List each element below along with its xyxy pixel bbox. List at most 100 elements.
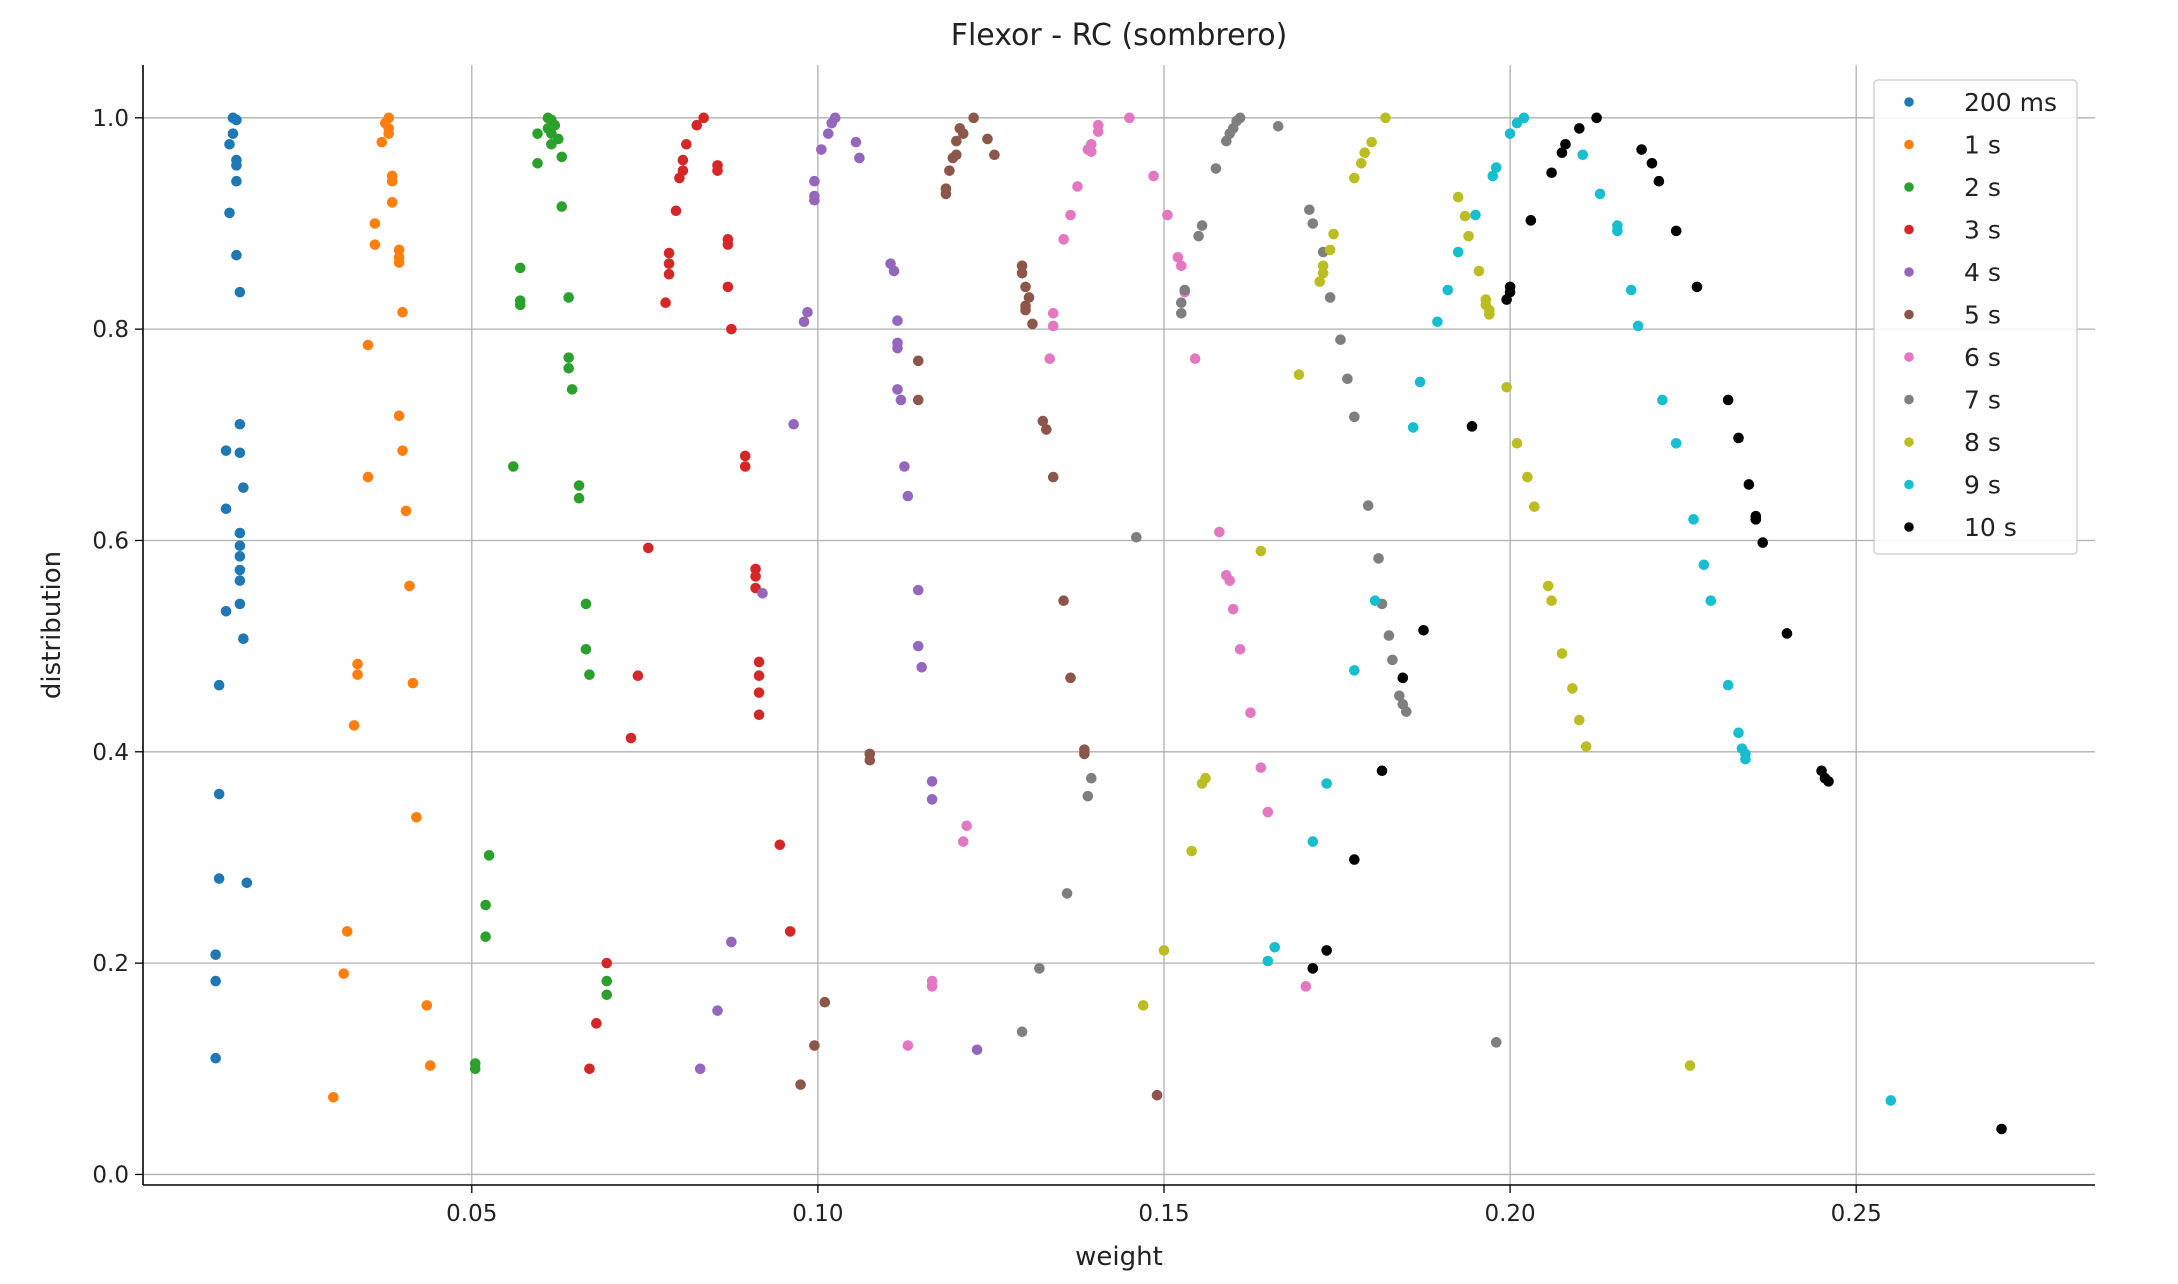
data-point [532, 128, 543, 139]
data-point [1414, 376, 1426, 388]
data-point [424, 1060, 436, 1071]
data-point [632, 670, 644, 682]
series-9 [1262, 112, 1897, 1106]
data-point [1383, 630, 1395, 641]
data-point [1300, 981, 1312, 992]
data-point [1653, 175, 1665, 187]
data-point [1567, 683, 1578, 694]
data-point [580, 644, 592, 655]
data-point [580, 598, 592, 610]
data-point [231, 160, 242, 171]
data-point [393, 410, 405, 422]
data-point [573, 480, 585, 491]
data-point [1705, 595, 1717, 606]
legend-marker [1904, 479, 1914, 490]
data-point [1625, 284, 1637, 296]
data-point [712, 165, 723, 176]
data-point [231, 175, 242, 187]
data-point [376, 136, 388, 148]
data-point [400, 505, 412, 517]
data-point [1245, 707, 1256, 718]
data-point [1591, 112, 1602, 124]
data-point [1058, 595, 1069, 606]
data-point [1175, 260, 1187, 272]
data-point [989, 149, 1000, 161]
legend-marker [1904, 437, 1914, 447]
data-point [1823, 776, 1834, 787]
data-point [231, 114, 242, 126]
data-point [369, 218, 381, 229]
data-point [234, 575, 246, 586]
data-point [947, 152, 959, 164]
data-point [210, 1052, 221, 1064]
data-point [1162, 209, 1173, 221]
data-point [1027, 318, 1038, 330]
data-point [1065, 672, 1076, 684]
data-point [393, 244, 405, 256]
y-tick-label: 0.4 [92, 740, 129, 766]
legend-marker [1904, 224, 1914, 235]
data-point [1490, 1037, 1502, 1048]
legend-label: 200 ms [1964, 88, 2057, 117]
data-point [1086, 772, 1097, 784]
data-point [698, 112, 709, 124]
data-point [1670, 225, 1682, 237]
data-point [383, 128, 395, 139]
legend-marker [1904, 267, 1914, 277]
data-point [220, 445, 232, 456]
data-point [469, 1063, 481, 1075]
x-axis-label: weight [1075, 1242, 1163, 1272]
data-point [1148, 170, 1159, 182]
data-point [1172, 252, 1184, 263]
data-point [726, 323, 737, 335]
data-point [234, 598, 246, 610]
data-point [1459, 210, 1471, 222]
data-point [1349, 854, 1360, 865]
data-point [663, 268, 675, 280]
y-tick-label: 0.0 [92, 1162, 129, 1188]
data-point [850, 136, 862, 148]
data-point [1470, 209, 1481, 221]
data-point [352, 658, 363, 670]
data-point [348, 720, 360, 731]
series-1 [328, 112, 436, 1103]
data-point [480, 899, 491, 911]
data-point [1432, 316, 1443, 328]
data-point [1220, 135, 1232, 147]
data-point [210, 949, 221, 960]
data-point [220, 503, 232, 515]
legend-label: 10 s [1964, 513, 2017, 542]
data-point [1366, 136, 1377, 148]
chart-title: Flexor - RC (sombrero) [951, 18, 1288, 53]
data-point [822, 128, 834, 139]
legend-marker [1904, 309, 1914, 320]
data-point [1034, 963, 1045, 974]
data-point [1418, 624, 1429, 636]
data-point [1086, 146, 1097, 157]
data-point [1885, 1095, 1897, 1106]
data-point [892, 384, 903, 395]
data-point [1743, 479, 1755, 490]
data-point [393, 257, 405, 268]
data-point [1175, 308, 1187, 319]
data-point [722, 281, 734, 293]
data-point [1781, 628, 1793, 639]
data-point [234, 418, 246, 430]
data-point [1342, 373, 1353, 385]
data-point [563, 362, 575, 374]
data-point [1023, 292, 1035, 303]
legend-marker [1904, 97, 1914, 107]
data-point [1376, 765, 1388, 777]
data-point [739, 450, 751, 462]
data-point [802, 306, 813, 318]
data-point [328, 1092, 339, 1103]
data-point [1020, 281, 1031, 293]
data-point [625, 732, 637, 744]
data-point [1317, 260, 1329, 272]
data-point [816, 144, 827, 155]
data-point [1529, 501, 1540, 512]
data-point [556, 201, 568, 212]
data-point [1047, 320, 1059, 332]
data-point [1359, 147, 1371, 158]
